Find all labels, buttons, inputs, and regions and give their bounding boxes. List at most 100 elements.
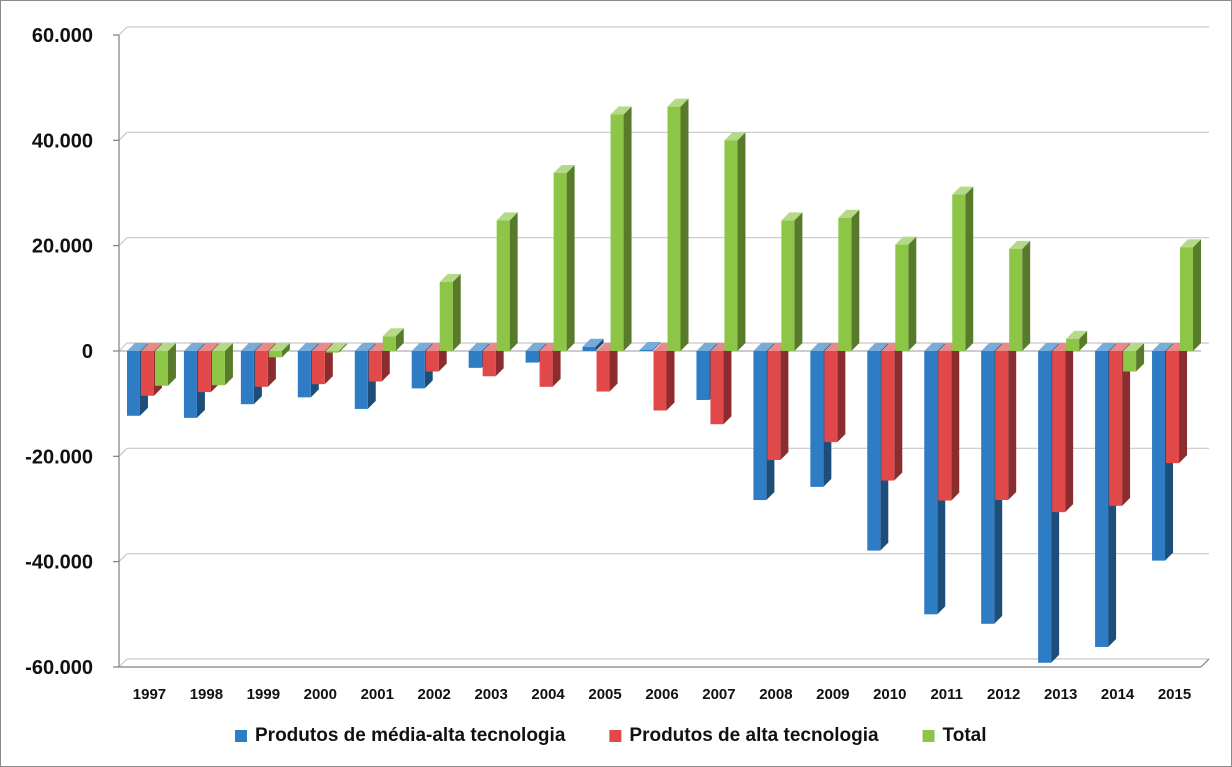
bar-front — [867, 351, 881, 551]
bar-side — [495, 343, 504, 377]
bar — [824, 343, 846, 443]
bar-top — [140, 343, 162, 351]
x-tick-label: 2007 — [702, 686, 735, 703]
bar-front — [325, 351, 339, 353]
bar — [1066, 330, 1088, 351]
bar-front — [667, 106, 681, 351]
bar-top — [924, 343, 946, 351]
bar-top — [582, 338, 604, 347]
bar-front — [240, 351, 254, 405]
bar — [211, 343, 233, 386]
bar-top — [1009, 240, 1031, 249]
y-tick-label: 0 — [82, 341, 93, 363]
bar-top — [311, 343, 333, 351]
bar-front — [653, 351, 667, 411]
bar — [496, 212, 518, 351]
x-tick-label: 2012 — [987, 686, 1020, 703]
bar — [610, 106, 632, 351]
bar-side — [1136, 343, 1145, 372]
bar-top — [254, 343, 276, 351]
y-tick-label: -60.000 — [25, 657, 93, 679]
x-tick-label: 2006 — [645, 686, 678, 703]
bar-front — [810, 351, 824, 487]
x-tick-label: 2014 — [1101, 686, 1135, 703]
x-tick-label: 2011 — [930, 686, 963, 703]
bar-top — [1123, 343, 1145, 351]
bar-top — [696, 343, 718, 351]
bar-side — [723, 343, 732, 425]
bar-top — [895, 236, 917, 245]
bar — [1166, 343, 1188, 464]
bar-side — [1193, 239, 1202, 351]
x-tick-label: 2001 — [361, 686, 394, 703]
bar-top — [1038, 343, 1060, 351]
gridline-depth — [118, 447, 128, 457]
bar — [382, 328, 404, 351]
bar — [639, 341, 661, 351]
bar-front — [610, 114, 624, 351]
x-tick-label: 2010 — [873, 686, 906, 703]
bar-side — [509, 212, 518, 351]
bar-top — [154, 343, 176, 351]
bar-side — [623, 106, 632, 351]
bar-front — [311, 351, 325, 385]
bar-top — [724, 132, 746, 141]
gridline-depth — [118, 658, 128, 668]
legend-item: Produtos de média-alta tecnologia — [235, 725, 566, 746]
bar-front — [952, 194, 966, 351]
bar-top — [1095, 343, 1117, 351]
bar-side — [652, 341, 661, 351]
bar-side — [780, 343, 789, 461]
bar-top — [240, 343, 262, 351]
bar-side — [951, 343, 960, 501]
bar-front — [297, 351, 311, 398]
bar-front — [596, 351, 610, 392]
bars — [126, 98, 1202, 663]
bar-front — [824, 351, 838, 443]
bar-front — [1066, 338, 1080, 351]
bar — [1009, 240, 1031, 351]
bar-front — [981, 351, 995, 624]
bar-front — [1109, 351, 1123, 506]
bar-front — [767, 351, 781, 461]
bar-front — [724, 140, 738, 351]
bar-front — [268, 351, 282, 358]
bar — [781, 212, 803, 351]
bar — [596, 343, 618, 392]
bar-side — [737, 132, 746, 351]
bar-front — [425, 351, 439, 372]
x-tick-label: 2009 — [816, 686, 849, 703]
x-tick-label: 2015 — [1158, 686, 1191, 703]
bar — [325, 343, 347, 353]
bar-side — [1008, 343, 1017, 501]
bar-front — [781, 220, 795, 351]
bar-side — [908, 236, 917, 351]
x-tick-label: 2004 — [531, 686, 565, 703]
bar — [838, 209, 860, 351]
x-tick-label: 1998 — [190, 686, 223, 703]
bar-side — [381, 343, 390, 382]
bar-top — [468, 343, 490, 351]
bar-side — [566, 164, 575, 351]
x-tick-label: 2013 — [1044, 686, 1077, 703]
x-tick-label: 2000 — [304, 686, 337, 703]
gridline-depth — [118, 26, 128, 36]
bar-front — [838, 217, 852, 351]
bar-top — [1109, 343, 1131, 351]
bar-side — [1065, 343, 1074, 513]
bar-top — [781, 212, 803, 221]
bar-side — [609, 343, 618, 392]
bar — [938, 343, 960, 501]
bar-front — [411, 351, 425, 389]
bar-front — [468, 351, 482, 368]
bar-front — [382, 336, 396, 351]
bar-side — [1022, 240, 1031, 351]
bar-side — [1122, 343, 1131, 506]
bar-side — [167, 343, 176, 386]
bar-top — [981, 343, 1003, 351]
bar — [724, 132, 746, 351]
bar — [1109, 343, 1131, 506]
gridline-depth — [118, 131, 128, 141]
